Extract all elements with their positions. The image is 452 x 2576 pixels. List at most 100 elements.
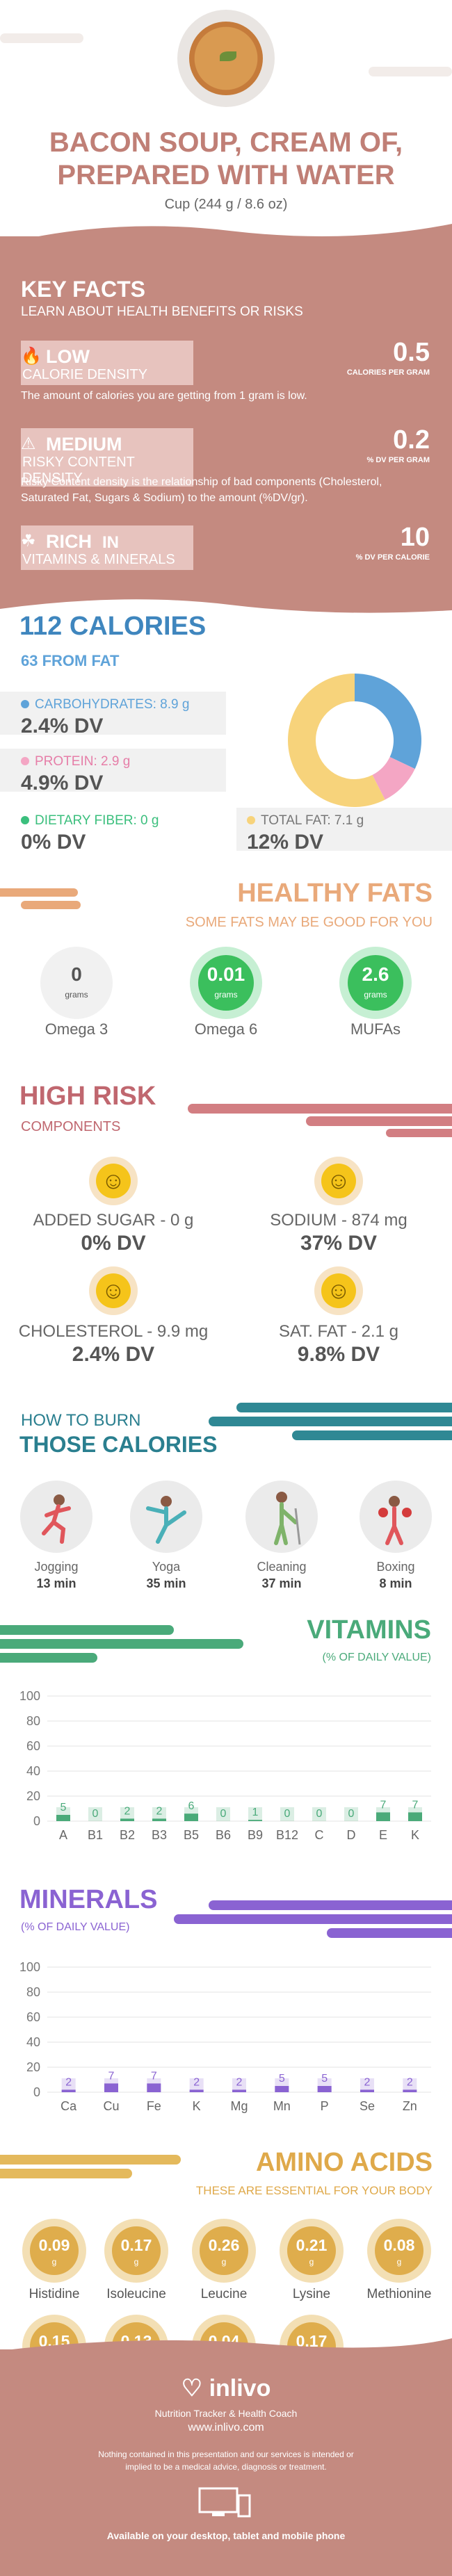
amino-name: Leucine xyxy=(200,2287,248,2301)
y-tick-label: 40 xyxy=(26,2035,40,2049)
carbs-label: CARBOHYDRATES: 8.9 g xyxy=(21,697,189,712)
data-label: 0 xyxy=(348,1808,355,1820)
bar-bg xyxy=(189,2078,204,2092)
donut-slice-carbs xyxy=(355,674,421,769)
cleaning-label: Cleaning xyxy=(257,1560,307,1574)
data-label: 2 xyxy=(156,1805,163,1817)
risky-density-unit: % DV PER GRAM xyxy=(366,456,430,464)
bar-B9 xyxy=(248,1820,262,1821)
data-label: 0 xyxy=(220,1808,227,1820)
decor-bar xyxy=(0,2169,132,2178)
decor-bar xyxy=(0,33,83,43)
data-label: 7 xyxy=(380,1799,387,1811)
bar-B5 xyxy=(184,1813,198,1821)
serving-size: Cup (244 g / 8.6 oz) xyxy=(164,197,288,212)
data-label: 2 xyxy=(124,1805,131,1817)
bar-K xyxy=(408,1812,422,1821)
amino-circle: 0.08 g xyxy=(367,2219,431,2283)
x-tick-label: C xyxy=(315,1828,324,1842)
fat-bar xyxy=(236,808,452,851)
bar-bg xyxy=(317,2078,332,2092)
sodium-label: SODIUM - 874 mg xyxy=(270,1211,407,1230)
bar-bg xyxy=(216,1807,230,1821)
smiling-face-icon: ☺ xyxy=(96,1273,131,1308)
minerals-bar-chart: 0 20 40 60 80 100 2 Ca 7 Cu 7 Fe 2 K 2 Mg 5 Mn 5 P 2 Se 2 Zn xyxy=(19,1960,431,2113)
added-sugar-label: ADDED SUGAR - 0 g xyxy=(33,1211,194,1230)
rich-value: 10 xyxy=(400,523,430,552)
sodium-dv: 37% DV xyxy=(300,1232,378,1255)
decor-bar xyxy=(306,1116,452,1126)
omega6-label: Omega 6 xyxy=(194,1020,258,1038)
x-tick-label: B2 xyxy=(120,1828,135,1842)
x-tick-label: Ca xyxy=(60,2099,77,2113)
decor-bar xyxy=(327,1928,452,1938)
devices-icon xyxy=(198,2487,251,2518)
footer-available: Available on your desktop, tablet and mo… xyxy=(106,2530,346,2541)
x-tick-label: B6 xyxy=(216,1828,231,1842)
bar-bg xyxy=(152,1807,166,1821)
page-title: BACON SOUP, CREAM OF, PREPARED WITH WATE… xyxy=(49,127,403,191)
fat-label: TOTAL FAT: 7.1 g xyxy=(247,813,364,829)
donut-slice-protein xyxy=(372,756,415,800)
hero-section: BACON SOUP, CREAM OF, PREPARED WITH WATE… xyxy=(0,0,452,229)
footer-url[interactable]: www.inlivo.com xyxy=(188,2422,264,2434)
omega3-circle: 0 grams xyxy=(40,947,113,1019)
fat-dot-icon xyxy=(247,816,255,824)
bar-Mn xyxy=(275,2086,289,2092)
data-label: 1 xyxy=(252,1807,259,1818)
bar-bg xyxy=(120,1807,134,1821)
cholesterol-dv: 2.4% DV xyxy=(72,1343,155,1366)
minerals-subtitle: (% OF DAILY VALUE) xyxy=(21,1921,130,1933)
sat-fat-label: SAT. FAT - 2.1 g xyxy=(278,1322,399,1341)
bar-bg xyxy=(376,1807,390,1821)
vitamins-subtitle: (% OF DAILY VALUE) xyxy=(322,1652,431,1663)
amino-circle: 0.21 g xyxy=(280,2219,344,2283)
x-tick-label: K xyxy=(193,2099,201,2113)
calorie-density-tag: 🔥 LOW CALORIE DENSITY xyxy=(21,341,193,385)
data-label: 2 xyxy=(236,2076,243,2088)
amino-circle: 0.26 g xyxy=(192,2219,256,2283)
boxing-label: Boxing xyxy=(376,1560,415,1574)
bar-bg xyxy=(61,2078,76,2092)
calorie-density-value: 0.5 xyxy=(393,338,430,367)
bar-Cu xyxy=(104,2083,118,2092)
jogging-label: Jogging xyxy=(34,1560,79,1574)
y-tick-label: 100 xyxy=(19,1689,40,1703)
boxing-time: 8 min xyxy=(379,1576,412,1590)
footer-tagline: Nutrition Tracker & Health Coach xyxy=(154,2408,298,2419)
bar-bg xyxy=(248,1807,262,1821)
decor-bar xyxy=(0,1653,97,1663)
vitamins-title: VITAMINS xyxy=(307,1615,431,1645)
decor-bar xyxy=(369,67,452,76)
high-risk-subtitle: COMPONENTS xyxy=(21,1119,121,1134)
boxing-icon xyxy=(360,1481,432,1553)
wave-footer xyxy=(0,2338,452,2351)
cholesterol-face: ☺ xyxy=(89,1266,138,1315)
bar-B2 xyxy=(120,1818,134,1821)
decor-bar xyxy=(236,1403,452,1412)
protein-dv: 4.9% DV xyxy=(21,772,104,794)
calories-donut-chart xyxy=(288,674,421,807)
data-label: 5 xyxy=(279,2073,285,2085)
key-facts-section: KEY FACTS LEARN ABOUT HEALTH BENEFITS OR… xyxy=(0,236,452,598)
decor-bar xyxy=(21,901,81,909)
x-tick-label: K xyxy=(411,1828,419,1842)
data-label: 0 xyxy=(316,1808,323,1820)
burn-title-line2: THOSE CALORIES xyxy=(19,1432,218,1457)
leaf-icon: ☘ xyxy=(21,532,36,551)
calorie-density-desc: The amount of calories you are getting f… xyxy=(21,390,307,402)
x-tick-label: Se xyxy=(360,2099,375,2113)
data-label: 0 xyxy=(92,1808,99,1820)
calories-from-fat: 63 FROM FAT xyxy=(21,652,120,669)
data-label: 5 xyxy=(321,2073,328,2085)
bar-Mg xyxy=(232,2089,246,2092)
decor-bar xyxy=(0,1625,174,1635)
data-label: 7 xyxy=(151,2070,157,2082)
amino-name: Isoleucine xyxy=(106,2287,166,2301)
protein-dot-icon xyxy=(21,757,29,765)
amino-circle: 0.09 g xyxy=(22,2219,86,2283)
bar-bg xyxy=(403,2078,417,2092)
bar-K xyxy=(189,2089,204,2092)
burn-title-line1: HOW TO BURN xyxy=(21,1411,141,1430)
